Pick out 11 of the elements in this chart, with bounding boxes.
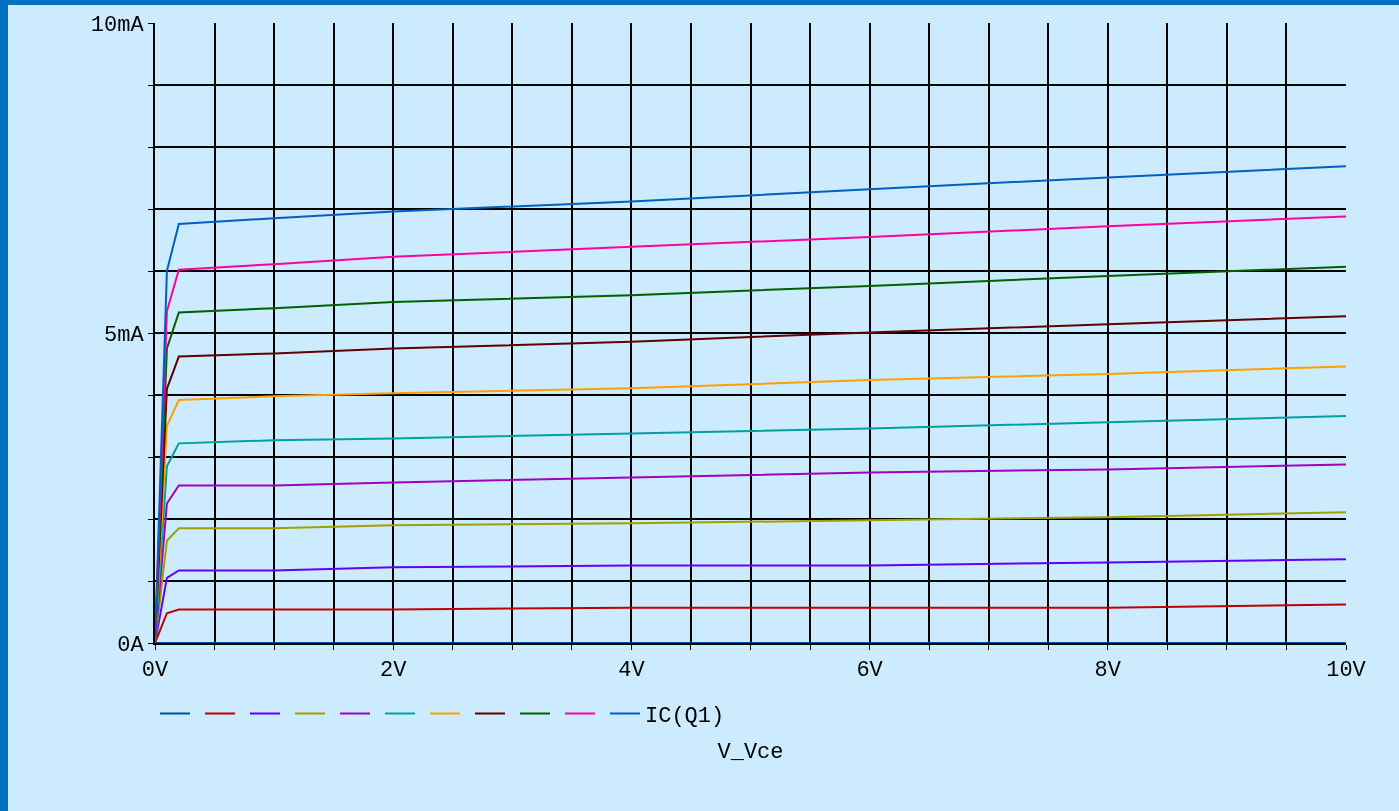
legend-label: IC(Q1) bbox=[645, 703, 725, 729]
x-tick-label: 0V bbox=[141, 658, 169, 684]
x-tick-label: 8V bbox=[1094, 658, 1122, 684]
x-tick-label: 6V bbox=[856, 658, 884, 684]
y-tick-label: 0A bbox=[117, 632, 145, 658]
x-axis-title: V_Vce bbox=[717, 739, 784, 765]
x-tick-label: 2V bbox=[380, 658, 408, 684]
x-tick-label: 4V bbox=[618, 658, 646, 684]
y-tick-label: 10mA bbox=[90, 12, 145, 38]
y-tick-label: 5mA bbox=[103, 322, 145, 348]
x-tick-label: 10V bbox=[1326, 658, 1367, 684]
